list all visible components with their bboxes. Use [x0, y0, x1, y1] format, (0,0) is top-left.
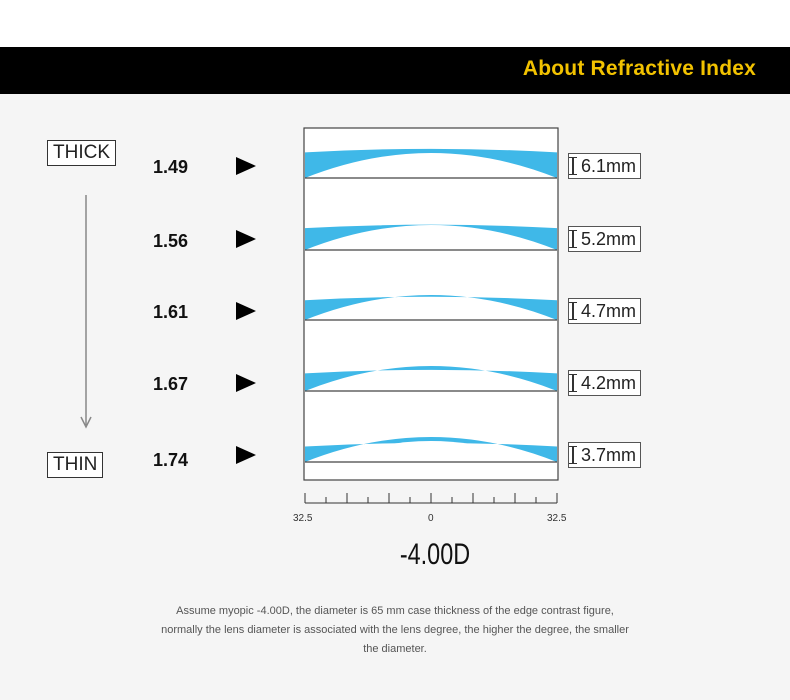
edge-thickness-box-2: 5.2mm	[568, 226, 642, 252]
thin-label: THIN	[47, 452, 104, 478]
description-note: Assume myopic -4.00D, the diameter is 65…	[60, 602, 730, 659]
edge-thickness-value: 4.2mm	[581, 373, 637, 393]
thick-label: THICK	[47, 140, 116, 166]
pointer-triangle-icon	[236, 230, 256, 248]
lens-inner-2	[325, 229, 537, 250]
note-line-1: Assume myopic -4.00D, the diameter is 65…	[176, 605, 614, 617]
lens-section-4	[305, 366, 557, 391]
pointer-triangle-icon	[236, 157, 256, 175]
index-label-5: 1.74	[153, 450, 189, 470]
edge-thickness-box-4: 4.2mm	[568, 370, 642, 396]
pointer-triangle-icon	[236, 374, 256, 392]
edge-thickness-value: 5.2mm	[581, 229, 637, 249]
lens-section-3	[305, 295, 557, 320]
lens-section-2	[305, 224, 557, 250]
edge-thickness-value: 4.7mm	[581, 301, 637, 321]
edge-thickness-value: 3.7mm	[581, 445, 637, 465]
pointer-triangle-icon	[236, 446, 256, 464]
edge-thickness-box-1: 6.1mm	[568, 153, 642, 179]
edge-thickness-box-3: 4.7mm	[568, 298, 642, 324]
diameter-scale	[304, 493, 558, 504]
lens-inner-1	[325, 157, 537, 178]
lens-section-1	[305, 148, 557, 178]
lens-inner-3	[325, 299, 537, 320]
scale-center-label: 0	[428, 513, 434, 524]
index-label-3: 1.61	[153, 302, 189, 322]
arrow-head-icon	[80, 416, 92, 429]
lens-section-5	[305, 437, 557, 462]
scale-left-label: 32.5	[293, 513, 313, 524]
note-line-3: the diameter.	[363, 643, 427, 655]
header-bar: About Refractive Index	[0, 47, 790, 94]
edge-thickness-value: 6.1mm	[581, 156, 637, 176]
header-title: About Refractive Index	[522, 57, 756, 80]
note-line-2: normally the lens diameter is associated…	[161, 624, 629, 636]
index-label-2: 1.56	[153, 231, 189, 251]
diopter-label: -4.00D	[399, 538, 471, 571]
pointer-triangle-icon	[236, 302, 256, 320]
lens-inner-5	[325, 441, 537, 462]
lens-inner-4	[325, 370, 537, 391]
top-margin	[0, 0, 790, 47]
edge-thickness-box-5: 3.7mm	[568, 442, 642, 468]
index-label-4: 1.67	[153, 374, 189, 394]
scale-right-label: 32.5	[547, 513, 567, 524]
index-label-1: 1.49	[153, 157, 189, 177]
